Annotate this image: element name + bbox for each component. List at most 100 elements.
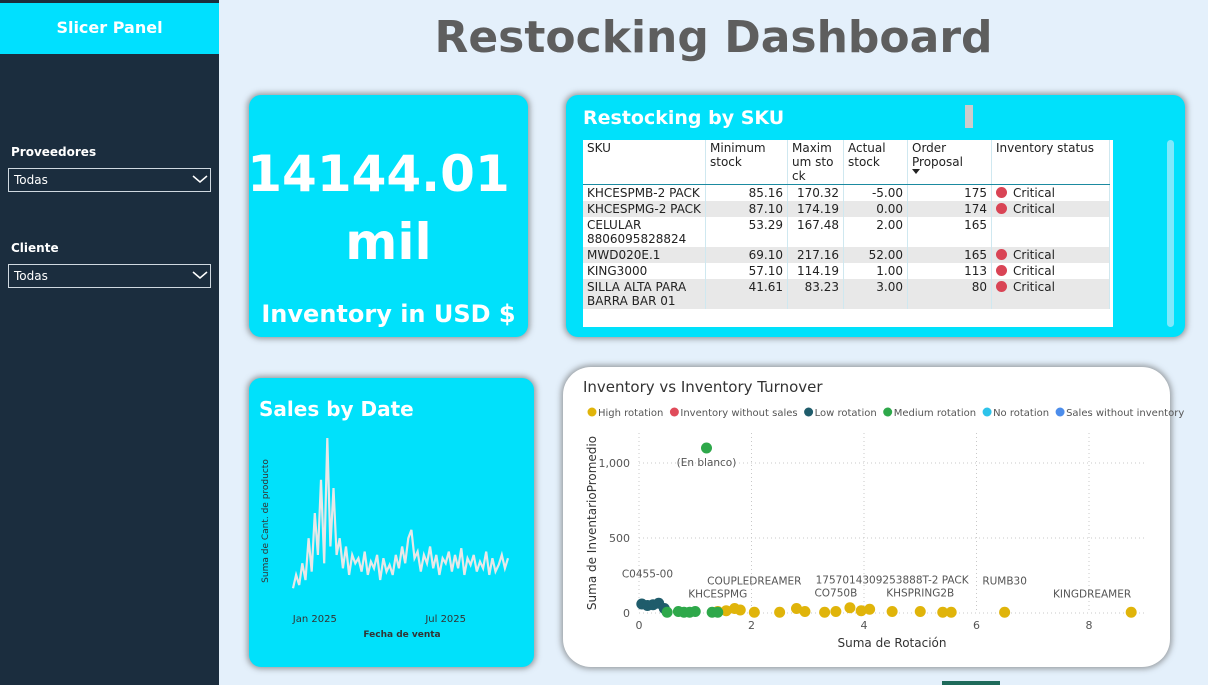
point-label: CO750B [814, 588, 857, 600]
table-cell: 217.16 [787, 247, 844, 263]
sidebar-title: Slicer Panel [0, 3, 219, 54]
point-label: KINGDREAMER [1053, 588, 1131, 600]
cell-text: KHCESPMB-2 PACK [587, 186, 700, 200]
x-tick-label: Jan 2025 [292, 614, 337, 625]
legend-label: Medium rotation [894, 408, 976, 419]
column-header[interactable]: Order Proposal [907, 140, 992, 185]
cell-text: KING3000 [587, 264, 648, 278]
chart-title: Sales by Date [259, 397, 414, 421]
table-cell: 170.32 [787, 184, 844, 201]
kpi-label: Inventory in USD $ [261, 300, 516, 328]
point-label: KHCESPMG [688, 588, 747, 600]
legend-label: Low rotation [815, 408, 877, 419]
cell-text: SILLA ALTA PARA BARRA BAR 01 [587, 280, 687, 308]
sales-card [249, 378, 534, 667]
column-header[interactable]: SKU [583, 140, 706, 185]
legend-label: Inventory without sales [680, 408, 797, 419]
scatter-point [748, 606, 760, 618]
table-cell: KHCESPMG-2 PACK [583, 201, 706, 217]
scatter-point [855, 605, 867, 617]
scatter-point [720, 605, 732, 617]
cell-text: 114.19 [797, 264, 839, 278]
scatter-card [563, 367, 1170, 667]
cell-text: 3.00 [876, 280, 903, 294]
table-cell: 175 [907, 184, 992, 201]
table-row: KHCESPMG-2 PACK 87.10 174.19 0.00 174 Critica… [583, 201, 1110, 217]
legend-swatch [804, 407, 814, 417]
table-cell: 3.00 [843, 279, 908, 309]
cell-text: 170.32 [797, 186, 839, 200]
slicer-label: Proveedores [11, 145, 97, 159]
chevron [192, 175, 208, 183]
table-cell: -5.00 [843, 184, 908, 201]
page-tab[interactable] [942, 681, 1000, 685]
point-label: COUPLEDREAMER [707, 575, 801, 587]
scatter-point [844, 602, 856, 614]
point-label: (En blanco) [677, 457, 737, 469]
table-card: Restocking by SKU SKU Minimum stock Maximu… [566, 95, 1185, 337]
point-label: C0455-00 [622, 569, 673, 581]
cell-text: 174.19 [797, 202, 839, 216]
table-cell: 69.10 [705, 247, 788, 263]
cell-text: Critical [1013, 248, 1055, 262]
table-cell: MWD020E.1 [583, 247, 706, 263]
table-cell: Critical [991, 184, 1110, 201]
kpi-unit: mil [345, 213, 432, 271]
slicer-dropdown[interactable]: Todas [8, 168, 211, 192]
table-cell: 0.00 [843, 201, 908, 217]
cell-text: 165 [964, 218, 987, 232]
chart-title: Inventory vs Inventory Turnover [583, 378, 823, 396]
cell-text: 1.00 [876, 264, 903, 278]
table-cell: 80 [907, 279, 992, 309]
x-tick-label: 8 [1086, 619, 1093, 632]
x-tick-label: 2 [748, 619, 755, 632]
scatter-point [791, 603, 802, 614]
kpi-value: 14144.01 [247, 145, 510, 203]
scatter-point [712, 606, 724, 618]
status-dot [996, 187, 1007, 198]
table-cell: 52.00 [843, 247, 908, 263]
y-tick-label: 500 [609, 532, 630, 545]
y-axis-title: Suma de InventarioPromedio [585, 436, 599, 610]
table-cell: 87.10 [705, 201, 788, 217]
scatter-point [819, 606, 831, 618]
column-header[interactable]: Actual stock [843, 140, 908, 185]
cell-text: MWD020E.1 [587, 248, 661, 262]
table-cell: 165 [907, 247, 992, 263]
column-header[interactable]: Inventory status [991, 140, 1110, 185]
status-dot [996, 203, 1007, 214]
slicer-dropdown[interactable]: Todas [8, 264, 211, 288]
scatter-point [937, 606, 949, 618]
table-cell: 174 [907, 201, 992, 217]
cell-text: 167.48 [797, 218, 839, 232]
table-cell: 113 [907, 263, 992, 279]
table-cell: Critical [991, 263, 1110, 279]
legend-label: No rotation [993, 408, 1049, 419]
cell-text: 57.10 [748, 264, 783, 278]
cell-text: 87.10 [748, 202, 783, 216]
cell-text: Critical [1013, 280, 1055, 294]
scatter-point [864, 603, 876, 615]
scatter-point [914, 606, 926, 617]
cell-text: Critical [1013, 264, 1055, 278]
table-cell: Critical [991, 201, 1110, 217]
scatter-point [1125, 606, 1137, 618]
cell-text: 2.00 [876, 218, 903, 232]
table-row: MWD020E.1 69.10 217.16 52.00 165 Critical [583, 247, 1110, 263]
table: SKU Minimum stock Maximum stock Actual stoc… [583, 140, 1110, 309]
cell-text: 80 [971, 280, 987, 294]
column-header[interactable]: Minimum stock [705, 140, 788, 185]
y-tick-label: 0 [623, 607, 630, 620]
legend-swatch [1055, 407, 1065, 417]
cell-text: 53.29 [748, 218, 783, 232]
table-cell: CELULAR 8806095828824 [583, 217, 706, 247]
table-cell: Critical [991, 279, 1110, 309]
status-dot [996, 281, 1007, 292]
scrollbar[interactable] [1167, 140, 1174, 327]
table-cell: 53.29 [705, 217, 788, 247]
column-header[interactable]: Maximum stock [787, 140, 844, 185]
scatter-point [799, 606, 811, 617]
scatter-point [886, 606, 898, 617]
legend-swatch [587, 407, 597, 417]
y-tick-label: 1,000 [599, 457, 631, 470]
